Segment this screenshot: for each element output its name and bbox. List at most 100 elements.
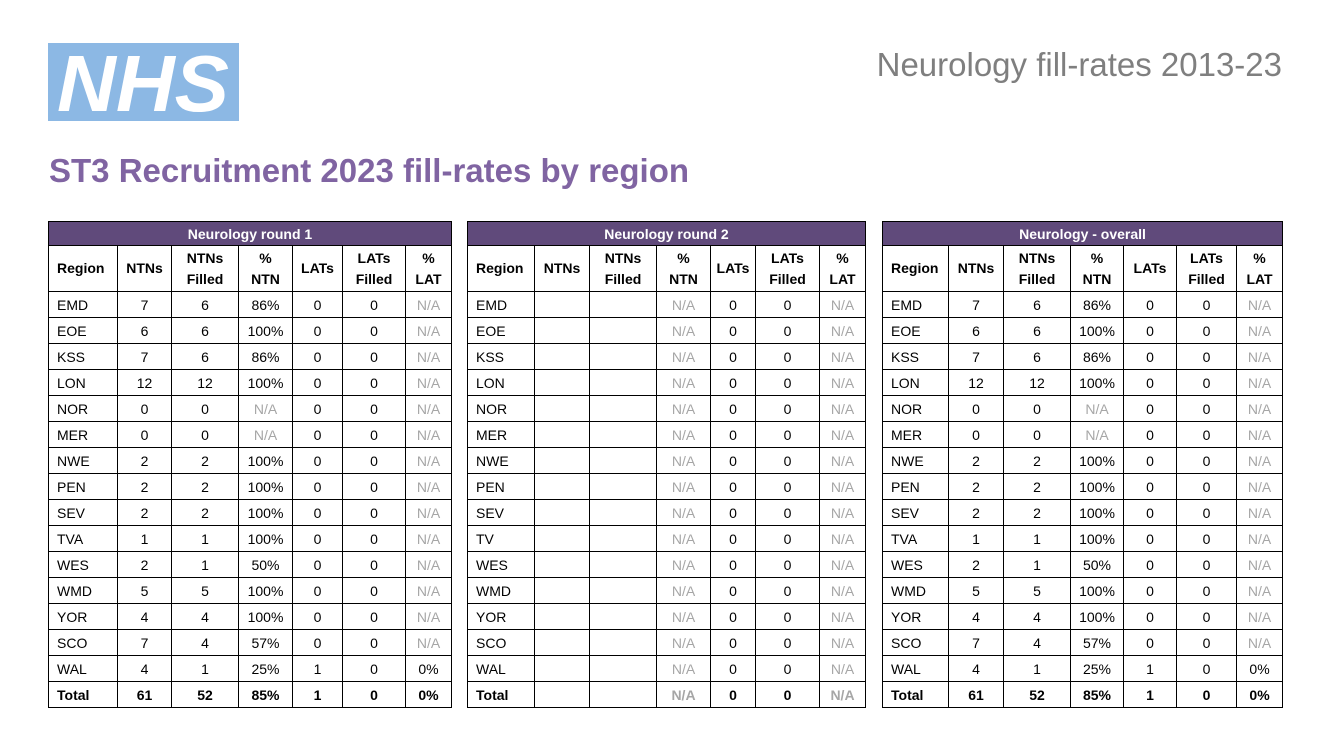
cell-region: EMD bbox=[467, 291, 535, 318]
cell-ntns: 2 bbox=[948, 551, 1004, 578]
cell-ntns-filled: 6 bbox=[171, 291, 239, 318]
table-row: WMD N/A 0 0 N/A bbox=[467, 577, 866, 604]
cell-lats: 0 bbox=[292, 629, 343, 656]
cell-lats: 0 bbox=[1123, 473, 1177, 500]
cell-ntns-filled: 1 bbox=[1003, 551, 1071, 578]
column-header-lats-filled: LATs Filled bbox=[342, 245, 406, 292]
cell-pct-ntn: 100% bbox=[238, 525, 293, 552]
cell-region: Total bbox=[467, 681, 535, 708]
cell-lats-filled: 0 bbox=[1176, 447, 1237, 474]
cell-lats-filled: 0 bbox=[1176, 343, 1237, 370]
cell-ntns: 4 bbox=[948, 603, 1004, 630]
cell-lats: 0 bbox=[710, 291, 756, 318]
cell-region: MER bbox=[467, 421, 535, 448]
cell-region: YOR bbox=[48, 603, 118, 630]
cell-region: MER bbox=[48, 421, 118, 448]
cell-region: WES bbox=[48, 551, 118, 578]
cell-region: PEN bbox=[467, 473, 535, 500]
cell-lats-filled: 0 bbox=[342, 447, 406, 474]
cell-pct-ntn: 100% bbox=[238, 317, 293, 344]
cell-pct-ntn: 100% bbox=[1070, 369, 1124, 396]
cell-ntns: 7 bbox=[948, 343, 1004, 370]
cell-pct-ntn: N/A bbox=[656, 369, 711, 396]
column-header-pct-lat: % LAT bbox=[1235, 245, 1284, 292]
cell-region: WAL bbox=[882, 655, 949, 682]
cell-region: KSS bbox=[467, 343, 535, 370]
column-header-lats-filled: LATs Filled bbox=[1176, 245, 1237, 292]
table-row: LON N/A 0 0 N/A bbox=[467, 369, 866, 396]
cell-region: LON bbox=[882, 369, 949, 396]
cell-lats: 0 bbox=[292, 291, 343, 318]
cell-ntns-filled: 5 bbox=[171, 577, 239, 604]
table-round-1: Neurology round 1 Region NTNs NTNs Filled% NT… bbox=[48, 221, 452, 708]
cell-pct-ntn: 50% bbox=[238, 551, 293, 578]
cell-lats-filled: 0 bbox=[1176, 525, 1237, 552]
cell-ntns-filled: 1 bbox=[171, 551, 239, 578]
cell-ntns-filled: 1 bbox=[171, 525, 239, 552]
cell-ntns-filled: 4 bbox=[171, 603, 239, 630]
table-row: SEV N/A 0 0 N/A bbox=[467, 499, 866, 526]
table-total-row: Total N/A 0 0 N/A bbox=[467, 681, 866, 708]
cell-ntns bbox=[534, 525, 590, 552]
cell-ntns-filled: 6 bbox=[1003, 317, 1071, 344]
cell-lats: 1 bbox=[292, 681, 343, 708]
cell-lats-filled: 0 bbox=[342, 681, 406, 708]
cell-lats-filled: 0 bbox=[1176, 369, 1237, 396]
cell-pct-ntn: 100% bbox=[238, 603, 293, 630]
cell-pct-ntn: N/A bbox=[238, 395, 293, 422]
cell-ntns: 1 bbox=[117, 525, 172, 552]
table-row: EMD N/A 0 0 N/A bbox=[467, 291, 866, 318]
cell-lats: 0 bbox=[292, 473, 343, 500]
cell-region: Total bbox=[48, 681, 118, 708]
cell-pct-lat: N/A bbox=[819, 395, 866, 422]
cell-pct-lat: N/A bbox=[1235, 499, 1284, 526]
cell-pct-ntn: N/A bbox=[656, 447, 711, 474]
cell-lats-filled: 0 bbox=[342, 369, 406, 396]
cell-lats-filled: 0 bbox=[1176, 603, 1237, 630]
cell-pct-lat: N/A bbox=[819, 525, 866, 552]
cell-pct-ntn: N/A bbox=[1070, 421, 1124, 448]
table-row: TVA 1 1 100% 0 0 N/A bbox=[882, 525, 1284, 552]
cell-pct-ntn: 100% bbox=[1070, 525, 1124, 552]
cell-pct-lat: N/A bbox=[405, 603, 452, 630]
cell-lats-filled: 0 bbox=[755, 629, 820, 656]
cell-region: TVA bbox=[48, 525, 118, 552]
cell-pct-lat: N/A bbox=[1235, 291, 1284, 318]
cell-lats-filled: 0 bbox=[1176, 629, 1237, 656]
cell-lats-filled: 0 bbox=[342, 343, 406, 370]
cell-region: NOR bbox=[467, 395, 535, 422]
cell-ntns bbox=[534, 369, 590, 396]
cell-ntns-filled: 1 bbox=[1003, 655, 1071, 682]
cell-region: NWE bbox=[882, 447, 949, 474]
cell-ntns: 12 bbox=[948, 369, 1004, 396]
cell-ntns-filled bbox=[589, 369, 657, 396]
cell-ntns bbox=[534, 655, 590, 682]
cell-ntns-filled: 12 bbox=[1003, 369, 1071, 396]
cell-ntns: 7 bbox=[117, 291, 172, 318]
table-title: Neurology round 1 bbox=[48, 221, 452, 246]
cell-pct-lat: N/A bbox=[1235, 447, 1284, 474]
table-row: KSS 7 6 86% 0 0 N/A bbox=[48, 343, 452, 370]
table-total-row: Total 61 52 85% 1 0 0% bbox=[882, 681, 1284, 708]
cell-lats-filled: 0 bbox=[342, 421, 406, 448]
cell-lats: 0 bbox=[710, 603, 756, 630]
cell-pct-lat: N/A bbox=[405, 577, 452, 604]
table-row: PEN 2 2 100% 0 0 N/A bbox=[48, 473, 452, 500]
cell-lats: 0 bbox=[1123, 317, 1177, 344]
cell-pct-ntn: 86% bbox=[1070, 291, 1124, 318]
cell-region: EMD bbox=[48, 291, 118, 318]
cell-lats-filled: 0 bbox=[755, 343, 820, 370]
table-total-row: Total 61 52 85% 1 0 0% bbox=[48, 681, 452, 708]
cell-lats-filled: 0 bbox=[1176, 473, 1237, 500]
cell-lats: 0 bbox=[710, 577, 756, 604]
cell-ntns-filled bbox=[589, 421, 657, 448]
column-header-lats: LATs bbox=[1123, 245, 1177, 292]
cell-lats-filled: 0 bbox=[1176, 681, 1237, 708]
cell-ntns-filled: 6 bbox=[1003, 343, 1071, 370]
cell-ntns-filled: 2 bbox=[1003, 473, 1071, 500]
cell-ntns: 7 bbox=[117, 629, 172, 656]
cell-lats: 0 bbox=[710, 473, 756, 500]
cell-pct-lat: N/A bbox=[819, 343, 866, 370]
cell-pct-ntn: N/A bbox=[656, 629, 711, 656]
cell-ntns-filled bbox=[589, 681, 657, 708]
